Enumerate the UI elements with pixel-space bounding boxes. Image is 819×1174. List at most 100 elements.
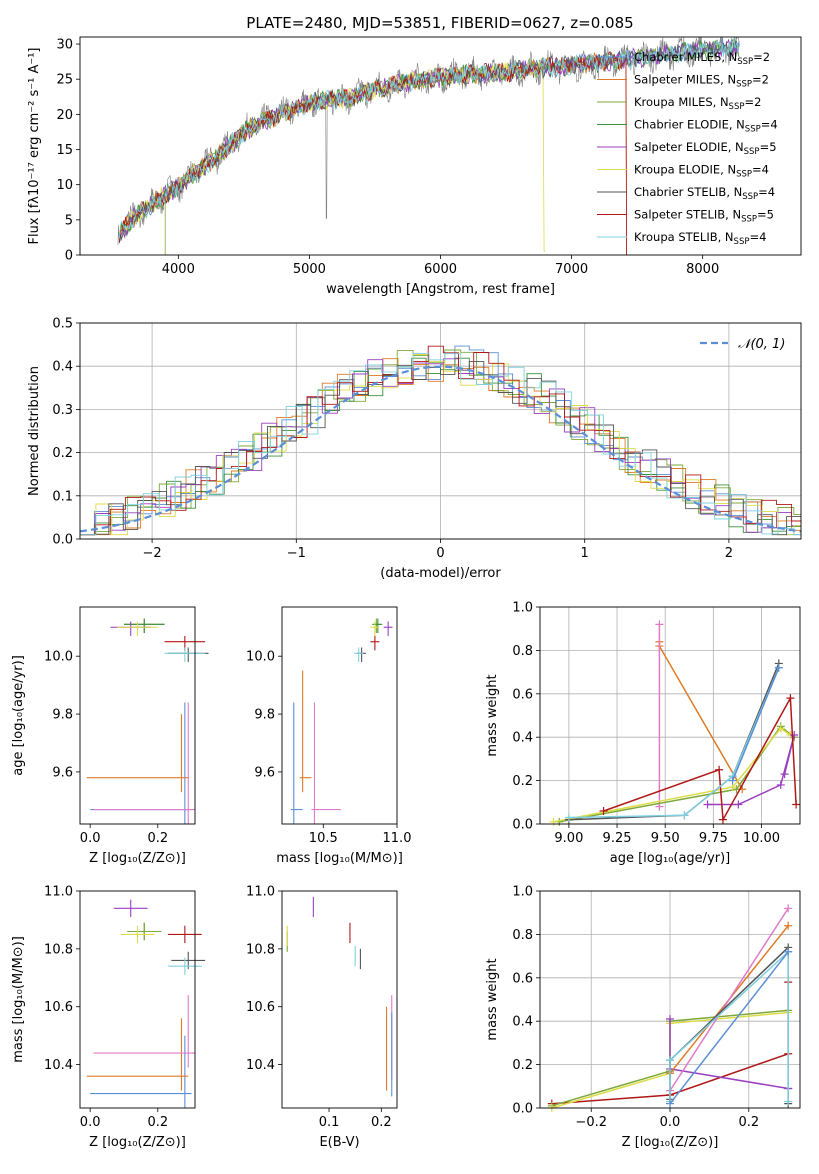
x-tick-label: 0 [436,546,444,561]
weight-line [731,667,780,781]
legend-entry: Kroupa MILES, NSSP=2 [634,95,761,112]
x-tick-label: 0.1 [319,1115,340,1130]
y-tick-label: 9.6 [52,765,73,780]
weight-marker [549,817,558,826]
histogram-salpeter-elodie [80,358,801,539]
x-tick-label: 7000 [555,262,588,277]
x-tick-label: 4000 [162,262,195,277]
legend-entry: Chabrier MILES, NSSP=2 [634,50,770,67]
model-spectrum-salpeter-elodie [118,39,740,238]
legend-entry: Chabrier STELIB, NSSP=4 [634,185,775,202]
weight-marker [666,1099,674,1108]
weight-marker [666,1056,674,1065]
axes-frame [281,890,398,1109]
weight-line [669,907,789,1092]
weight-lines [547,904,793,1112]
legend-entry: 𝒩(0, 1) [738,337,785,352]
y-tick-label: 0.8 [512,928,533,943]
y-tick-label: 0.4 [512,1015,533,1030]
axes-frame [539,606,801,825]
x-tick-label: 0.2 [147,831,168,846]
model-spectrum-salpeter-stelib [118,51,627,255]
y-tick-label: 0 [65,249,73,264]
data-points [286,896,393,1097]
y-axis-label: mass [log₁₀(M/M⊙)] [11,936,26,1063]
weight-marker [776,724,785,733]
weight-marker [780,770,789,779]
x-tick-label: 1 [581,546,589,561]
x-tick-label: 9.75 [699,831,728,846]
y-tick-label: 11.0 [44,885,73,900]
y-tick-label: 0.5 [52,317,73,332]
histogram-kroupa-stelib [80,352,801,539]
y-tick-label: 10.6 [44,1000,73,1015]
y-tick-label: 1.0 [512,885,533,900]
x-axis-label: Z [log₁₀(Z/Z⊙)] [89,1135,186,1150]
weight-marker [776,780,785,789]
y-tick-label: 11.0 [246,885,275,900]
data-points [86,618,209,824]
y-tick-label: 15 [56,143,73,158]
model-spectrum-chabrier-stelib [118,39,740,243]
weight-marker [734,800,743,809]
y-tick-label: 10.0 [246,650,275,665]
axes-frame [539,890,801,1109]
x-tick-label: 0.0 [80,1115,101,1130]
x-tick-label: 9.00 [554,831,583,846]
y-tick-label: 10.6 [246,1000,275,1015]
legend-entry: Chabrier ELODIE, NSSP=4 [634,118,778,135]
legend-entry: Kroupa ELODIE, NSSP=4 [634,163,769,180]
x-tick-label: −1 [287,546,306,561]
legend-entry: Salpeter MILES, NSSP=2 [634,73,769,90]
weight-line [553,727,791,823]
y-tick-label: 0.4 [512,731,533,746]
y-tick-label: 20 [56,108,73,123]
weight-line [669,1019,789,1090]
y-tick-label: 10.8 [246,942,275,957]
y-tick-label: 10.0 [44,650,73,665]
x-axis-label: wavelength [Angstrom, rest frame] [326,282,555,297]
legend-entry: Salpeter ELODIE, NSSP=5 [634,140,777,157]
y-tick-label: 10.4 [246,1058,275,1073]
data-points [290,618,393,824]
weight-marker [599,806,608,815]
y-tick-label: 0.0 [512,818,533,833]
model-spectrum-salpeter-miles [118,50,627,255]
weight-marker [666,1015,674,1024]
x-tick-label: −2 [143,546,162,561]
y-tick-label: 0.8 [512,644,533,659]
weight-marker [703,800,712,809]
x-tick-label: 5000 [293,262,326,277]
y-tick-label: 0.6 [512,687,533,702]
x-axis-label: Z [log₁₀(Z/Z⊙)] [89,851,186,866]
weight-marker [680,811,689,820]
weight-marker [718,815,727,824]
y-tick-label: 0.3 [52,403,73,418]
y-tick-label: 0.2 [512,1058,533,1073]
weight-marker [774,663,783,672]
data-points [86,899,206,1108]
normal-curve [80,365,801,533]
model-spectrum-chabrier-elodie [118,37,740,236]
histogram-salpeter-stelib [80,345,801,539]
weight-line [568,667,780,819]
legend-entry: Salpeter STELIB, NSSP=5 [634,208,774,225]
y-tick-label: 25 [56,73,73,88]
spectrum-panel: 4000 5000 6000 7000 8000 0 5 10 15 20 25 30 waveleng… [27,36,802,297]
x-axis-label: (data-model)/error [380,566,501,581]
figure-title: PLATE=2480, MJD=53851, FIBERID=0627, z=0… [246,14,633,32]
y-axis-label: Normed distribution [27,366,42,496]
mass-weight-vs-age-panel: 9.00 9.25 9.50 9.75 10.00 0.0 0.2 0.4 0.6 0.8 1.0 a… [485,601,801,866]
axes-frame [79,606,196,825]
residual-histogram-panel: −2 −1 0 1 2 0.0 0.1 0.2 0.3 0.4 0.5 (data-model)/er… [27,317,802,581]
weight-line [559,725,795,823]
mass-weight-vs-metallicity-panel: −0.2 0.0 0.2 0.0 0.2 0.4 0.6 0.8 1.0 Z [log₁₀(Z/Z… [485,885,801,1150]
axes-frame [79,36,802,256]
weight-marker [790,731,799,740]
x-tick-label: 0.0 [80,831,101,846]
y-axis-label: mass weight [485,958,500,1040]
weight-marker [784,904,793,913]
weight-marker [792,800,801,809]
weight-marker [728,776,737,785]
